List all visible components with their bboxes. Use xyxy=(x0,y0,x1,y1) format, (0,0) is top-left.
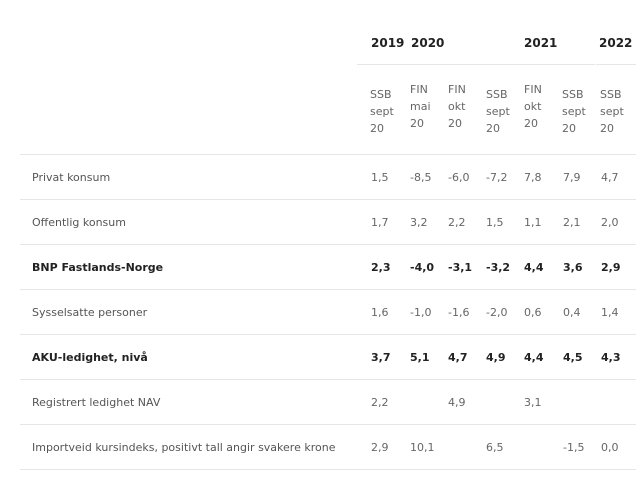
row-label-sysselsatte-personer: Sysselsatte personer xyxy=(32,306,148,319)
table-cell: 4,4 xyxy=(524,351,544,364)
column-header-ssb-2019: SSB sept 20 xyxy=(370,88,394,135)
table-cell: 2,1 xyxy=(563,216,581,229)
year-header-2022: 2022 xyxy=(599,36,633,50)
row-label-offentlig-konsum: Offentlig konsum xyxy=(32,216,126,229)
table-cell: -4,0 xyxy=(410,261,435,274)
table-cell: 10,1 xyxy=(410,441,435,454)
column-header-ssb-2022: SSB sept 20 xyxy=(600,88,624,135)
table-cell: 4,4 xyxy=(524,261,544,274)
row-divider xyxy=(20,469,636,470)
row-divider xyxy=(20,244,636,245)
table-cell: -1,5 xyxy=(563,441,585,454)
table-cell: 2,2 xyxy=(448,216,466,229)
table-cell: 2,9 xyxy=(371,441,389,454)
year-divider-2021 xyxy=(520,64,595,65)
table-cell: -2,0 xyxy=(486,306,508,319)
table-cell: 7,8 xyxy=(524,171,542,184)
table-cell: 1,5 xyxy=(371,171,389,184)
table-cell: -7,2 xyxy=(486,171,508,184)
table-cell: 1,5 xyxy=(486,216,504,229)
year-header-2021: 2021 xyxy=(524,36,558,50)
row-divider xyxy=(20,334,636,335)
table-cell: 4,7 xyxy=(601,171,619,184)
table-cell: 4,9 xyxy=(486,351,506,364)
year-header-2020: 2020 xyxy=(411,36,445,50)
table-cell: -6,0 xyxy=(448,171,470,184)
table-cell: 3,6 xyxy=(563,261,583,274)
table-cell: 6,5 xyxy=(486,441,504,454)
year-divider-2019 xyxy=(357,64,410,65)
table-cell: 2,9 xyxy=(601,261,621,274)
table-cell: 1,7 xyxy=(371,216,389,229)
table-cell: 1,1 xyxy=(524,216,542,229)
table-cell: 3,1 xyxy=(524,396,542,409)
table-cell: -3,2 xyxy=(486,261,511,274)
table-cell: 0,0 xyxy=(601,441,619,454)
table-cell: 1,6 xyxy=(371,306,389,319)
year-divider-2020 xyxy=(405,64,520,65)
table-cell: -3,1 xyxy=(448,261,473,274)
row-divider xyxy=(20,379,636,380)
table-cell: -1,6 xyxy=(448,306,470,319)
header-divider xyxy=(20,154,636,155)
year-divider-2022 xyxy=(596,64,636,65)
table-cell: -1,0 xyxy=(410,306,432,319)
row-label-aku-ledighet: AKU-ledighet, nivå xyxy=(32,351,148,364)
column-header-fin-okt-2020: FIN okt 20 xyxy=(448,83,466,130)
table-cell: 2,2 xyxy=(371,396,389,409)
year-header-2019: 2019 xyxy=(371,36,405,50)
row-label-importveid-kursindeks: Importveid kursindeks, positivt tall ang… xyxy=(32,441,336,454)
column-header-ssb-2021: SSB sept 20 xyxy=(562,88,586,135)
table-cell: 2,0 xyxy=(601,216,619,229)
table-cell: 7,9 xyxy=(563,171,581,184)
table-cell: 4,7 xyxy=(448,351,468,364)
table-cell: 5,1 xyxy=(410,351,430,364)
column-header-fin-okt-2021: FIN okt 20 xyxy=(524,83,542,130)
row-label-privat-konsum: Privat konsum xyxy=(32,171,111,184)
row-divider xyxy=(20,199,636,200)
table-cell: 0,6 xyxy=(524,306,542,319)
table-cell: 1,4 xyxy=(601,306,619,319)
row-divider xyxy=(20,424,636,425)
table-cell: 4,9 xyxy=(448,396,466,409)
row-label-bnp-fastlands-norge: BNP Fastlands-Norge xyxy=(32,261,164,274)
table-cell: 3,2 xyxy=(410,216,428,229)
table-cell: 4,5 xyxy=(563,351,583,364)
table-cell: 0,4 xyxy=(563,306,581,319)
row-label-registrert-ledighet-nav: Registrert ledighet NAV xyxy=(32,396,161,409)
row-divider xyxy=(20,289,636,290)
column-header-fin-mai-2020: FIN mai 20 xyxy=(410,83,431,130)
table-cell: 4,3 xyxy=(601,351,621,364)
table-cell: 2,3 xyxy=(371,261,391,274)
column-header-ssb-2020: SSB sept 20 xyxy=(486,88,510,135)
table-cell: 3,7 xyxy=(371,351,391,364)
table-cell: -8,5 xyxy=(410,171,432,184)
